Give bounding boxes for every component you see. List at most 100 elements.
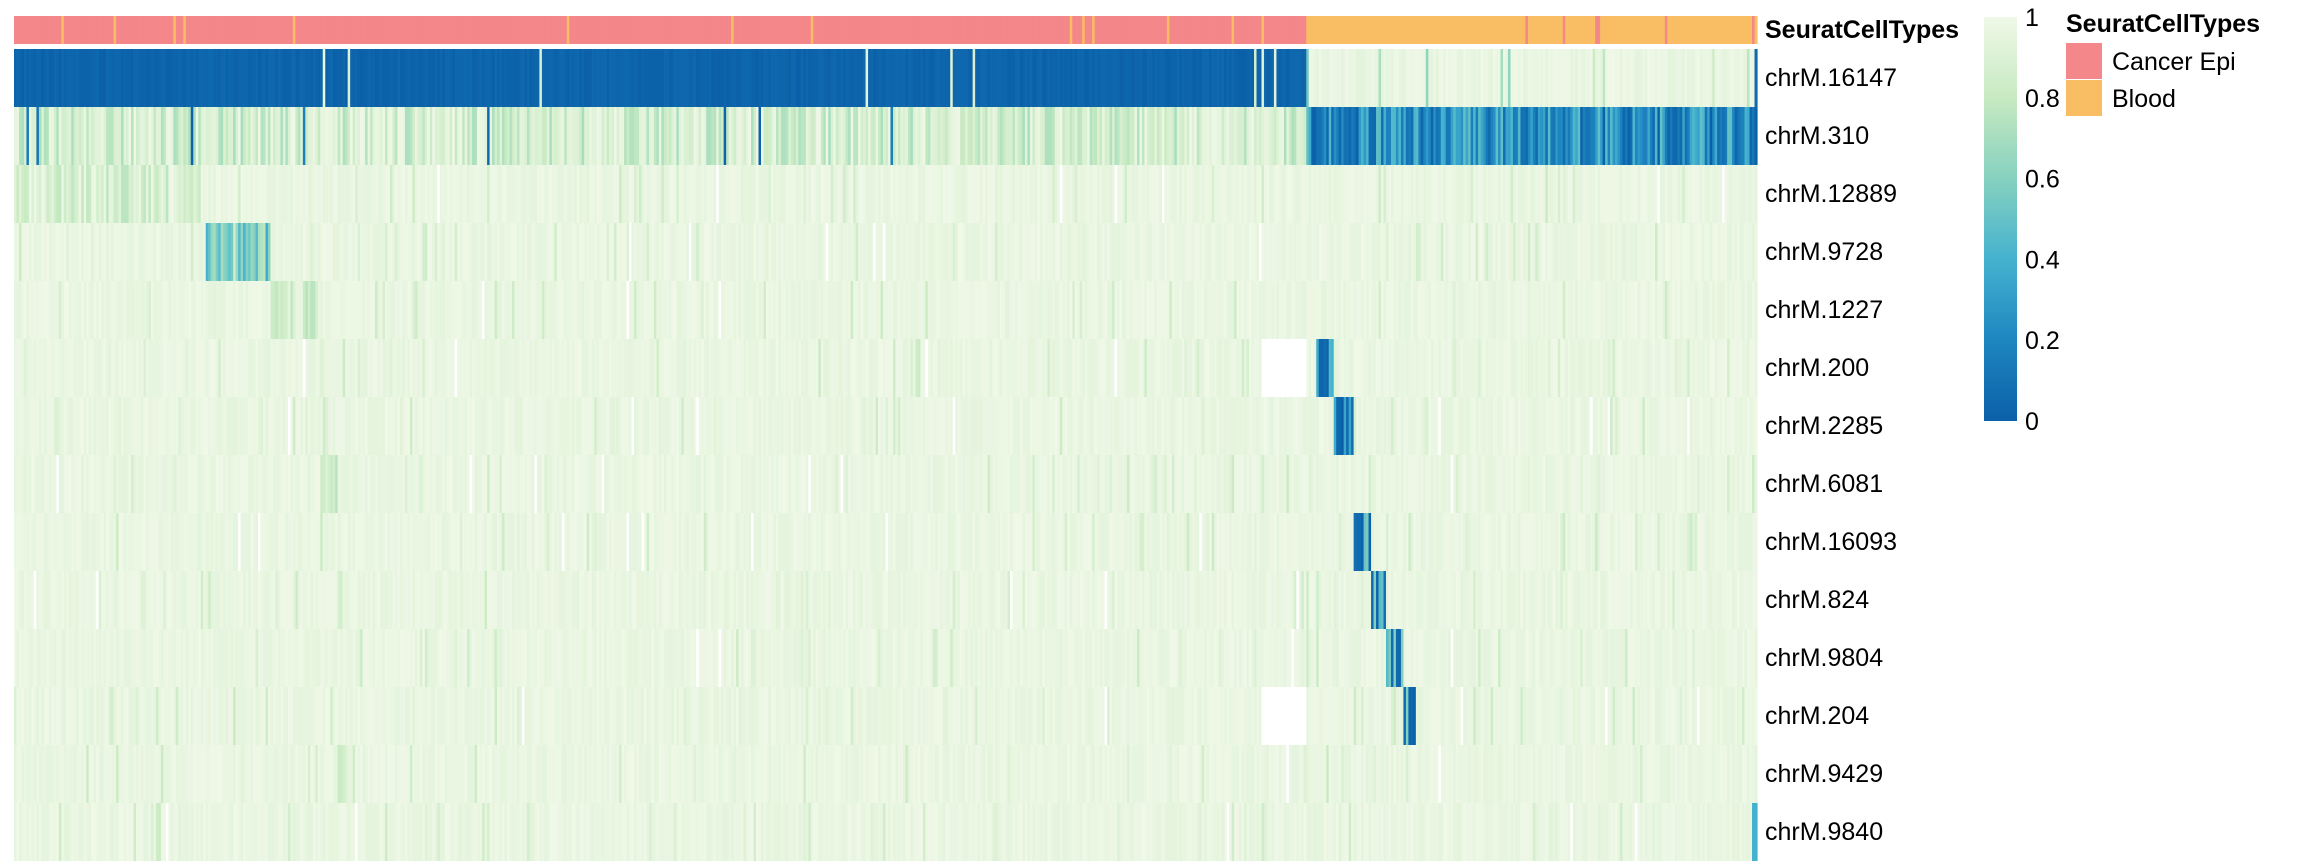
heatmap-cell: [290, 339, 294, 397]
heatmap-cell: [1390, 339, 1395, 397]
heatmap-cell: [131, 339, 135, 397]
heatmap-cell: [1540, 165, 1544, 223]
heatmap-cell: [1587, 49, 1591, 107]
heatmap-cell: [1495, 223, 1499, 281]
heatmap-cell: [330, 165, 334, 223]
heatmap-cell: [1692, 339, 1696, 397]
heatmap-cell: [818, 49, 822, 107]
heatmap-cell: [591, 397, 595, 455]
heatmap-cell: [619, 49, 623, 107]
heatmap-cell: [1545, 49, 1549, 107]
heatmap-cell: [424, 339, 428, 397]
heatmap-cell: [853, 397, 857, 455]
heatmap-cell: [1709, 107, 1713, 165]
heatmap-cell: [342, 107, 346, 165]
heatmap-cell: [1321, 165, 1325, 223]
heatmap-cell: [1617, 339, 1621, 397]
heatmap-cell: [1331, 339, 1335, 397]
heatmap-cell: [878, 107, 882, 165]
heatmap-cell: [1276, 223, 1280, 281]
heatmap-cell: [858, 281, 862, 339]
heatmap-cell: [878, 223, 882, 281]
heatmap-cell: [126, 223, 130, 281]
heatmap-cell: [1381, 281, 1385, 339]
heatmap-cell: [83, 165, 87, 223]
heatmap-cell: [41, 107, 45, 165]
heatmap-cell: [875, 165, 879, 223]
heatmap-cell: [78, 223, 82, 281]
heatmap-cell: [1445, 397, 1449, 455]
heatmap-cell: [803, 339, 807, 397]
heatmap-cell: [1039, 107, 1043, 165]
heatmap-cell: [815, 165, 819, 223]
heatmap-cell: [1373, 339, 1377, 397]
heatmap-cell: [327, 281, 331, 339]
heatmap-cell: [407, 339, 411, 397]
heatmap-cell: [1465, 49, 1469, 107]
heatmap-cell: [1179, 223, 1183, 281]
heatmap-cell: [1134, 165, 1138, 223]
heatmap-cell: [1610, 397, 1614, 455]
heatmap-cell: [614, 165, 618, 223]
heatmap-cell: [1381, 49, 1385, 107]
heatmap-cell: [917, 223, 921, 281]
heatmap-cell: [718, 397, 722, 455]
heatmap-cell: [1281, 339, 1285, 397]
heatmap-cell: [437, 223, 441, 281]
heatmap-cell: [1438, 49, 1442, 107]
heatmap-cell: [83, 107, 87, 165]
heatmap-cell: [803, 107, 807, 165]
heatmap-cell: [1062, 339, 1066, 397]
heatmap-cell: [1712, 397, 1716, 455]
heatmap-cell: [566, 107, 570, 165]
heatmap-cell: [457, 397, 461, 455]
heatmap-cell: [1722, 49, 1726, 107]
heatmap-cell: [945, 223, 949, 281]
heatmap-cell: [1420, 223, 1424, 281]
heatmap-cell: [808, 223, 812, 281]
heatmap-cell: [743, 339, 747, 397]
heatmap-cell: [1191, 165, 1195, 223]
heatmap-cell: [863, 339, 867, 397]
heatmap-cell: [1151, 397, 1156, 455]
heatmap-cell: [586, 339, 590, 397]
heatmap-cell: [1263, 397, 1268, 455]
heatmap-cell: [499, 107, 503, 165]
heatmap-cell: [1515, 397, 1519, 455]
heatmap-cell: [1144, 339, 1148, 397]
heatmap-cell: [108, 49, 112, 107]
heatmap-cell: [887, 49, 892, 107]
heatmap-cell: [487, 281, 491, 339]
heatmap-cell: [73, 223, 77, 281]
heatmap-cell: [810, 107, 814, 165]
heatmap-cell: [1617, 281, 1621, 339]
heatmap-cell: [845, 223, 849, 281]
heatmap-cell: [1141, 107, 1146, 165]
heatmap-cell: [788, 49, 792, 107]
heatmap-cell: [362, 49, 366, 107]
heatmap-cell: [1321, 49, 1325, 107]
heatmap-cell: [1555, 397, 1559, 455]
heatmap-cell: [955, 223, 959, 281]
heatmap-cell: [1259, 165, 1263, 223]
heatmap-cell: [748, 107, 752, 165]
heatmap-cell: [1017, 397, 1021, 455]
heatmap-cell: [1443, 107, 1447, 165]
heatmap-cell: [469, 107, 473, 165]
heatmap-cell: [1537, 281, 1541, 339]
heatmap-cell: [519, 223, 523, 281]
heatmap-cell: [195, 397, 199, 455]
heatmap-cell: [1617, 165, 1621, 223]
heatmap-cell: [1607, 223, 1611, 281]
heatmap-cell: [1092, 339, 1096, 397]
heatmap-cell: [651, 49, 655, 107]
heatmap-cell: [1087, 397, 1091, 455]
heatmap-cell: [962, 107, 966, 165]
heatmap-cell: [621, 107, 625, 165]
heatmap-cell: [355, 165, 359, 223]
heatmap-cell: [118, 339, 122, 397]
heatmap-cell: [1263, 49, 1268, 107]
heatmap-cell: [1164, 339, 1168, 397]
heatmap-cell: [101, 223, 105, 281]
heatmap-cell: [604, 339, 608, 397]
